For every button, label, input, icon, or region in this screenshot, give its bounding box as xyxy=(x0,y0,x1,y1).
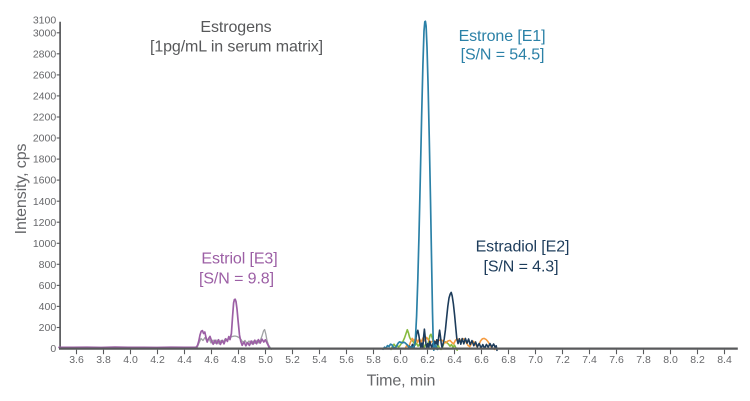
svg-text:2000: 2000 xyxy=(33,133,57,145)
svg-text:8.0: 8.0 xyxy=(663,354,678,366)
svg-text:7.0: 7.0 xyxy=(528,354,543,366)
svg-text:5.8: 5.8 xyxy=(366,354,381,366)
svg-text:2600: 2600 xyxy=(33,70,57,82)
svg-text:[S/N = 4.3]: [S/N = 4.3] xyxy=(484,258,559,275)
svg-text:8.2: 8.2 xyxy=(690,354,705,366)
svg-text:5.2: 5.2 xyxy=(285,354,300,366)
svg-text:[S/N = 54.5]: [S/N = 54.5] xyxy=(461,47,545,64)
svg-text:5.6: 5.6 xyxy=(339,354,354,366)
svg-text:Estriol [E3]: Estriol [E3] xyxy=(201,250,277,267)
svg-text:3.6: 3.6 xyxy=(69,354,84,366)
svg-text:[S/N = 9.8]: [S/N = 9.8] xyxy=(199,270,274,287)
svg-text:6.8: 6.8 xyxy=(501,354,516,366)
svg-text:6.6: 6.6 xyxy=(474,354,489,366)
svg-text:1800: 1800 xyxy=(33,154,57,166)
svg-text:8.4: 8.4 xyxy=(717,354,732,366)
svg-text:4.6: 4.6 xyxy=(204,354,219,366)
svg-text:Intensity, cps: Intensity, cps xyxy=(13,144,30,235)
svg-text:2800: 2800 xyxy=(33,48,57,60)
svg-text:5.0: 5.0 xyxy=(258,354,273,366)
svg-text:Estrogens: Estrogens xyxy=(200,19,271,36)
svg-text:2200: 2200 xyxy=(33,112,57,124)
svg-text:4.4: 4.4 xyxy=(177,354,192,366)
svg-text:4.0: 4.0 xyxy=(123,354,138,366)
svg-text:1600: 1600 xyxy=(33,175,57,187)
svg-text:600: 600 xyxy=(39,280,57,292)
svg-text:200: 200 xyxy=(39,322,57,334)
svg-text:Estradiol [E2]: Estradiol [E2] xyxy=(476,238,570,255)
svg-text:6.2: 6.2 xyxy=(420,354,435,366)
svg-text:6.0: 6.0 xyxy=(393,354,408,366)
svg-text:3100: 3100 xyxy=(33,14,57,26)
svg-text:3000: 3000 xyxy=(33,27,57,39)
svg-text:6.4: 6.4 xyxy=(447,354,462,366)
svg-text:400: 400 xyxy=(39,301,57,313)
svg-text:3.8: 3.8 xyxy=(96,354,111,366)
svg-text:5.4: 5.4 xyxy=(312,354,327,366)
svg-text:[1pg/mL in serum matrix]: [1pg/mL in serum matrix] xyxy=(150,39,323,56)
svg-text:4.8: 4.8 xyxy=(231,354,246,366)
svg-text:2400: 2400 xyxy=(33,91,57,103)
svg-text:Time, min: Time, min xyxy=(367,373,436,390)
svg-text:1200: 1200 xyxy=(33,217,57,229)
svg-text:Estrone [E1]: Estrone [E1] xyxy=(459,28,546,45)
svg-text:1000: 1000 xyxy=(33,238,57,250)
svg-text:7.4: 7.4 xyxy=(582,354,597,366)
svg-text:0: 0 xyxy=(50,343,56,355)
svg-text:800: 800 xyxy=(39,259,57,271)
svg-text:4.2: 4.2 xyxy=(150,354,165,366)
svg-text:7.2: 7.2 xyxy=(555,354,570,366)
svg-text:7.6: 7.6 xyxy=(609,354,624,366)
svg-text:1400: 1400 xyxy=(33,196,57,208)
svg-text:7.8: 7.8 xyxy=(636,354,651,366)
